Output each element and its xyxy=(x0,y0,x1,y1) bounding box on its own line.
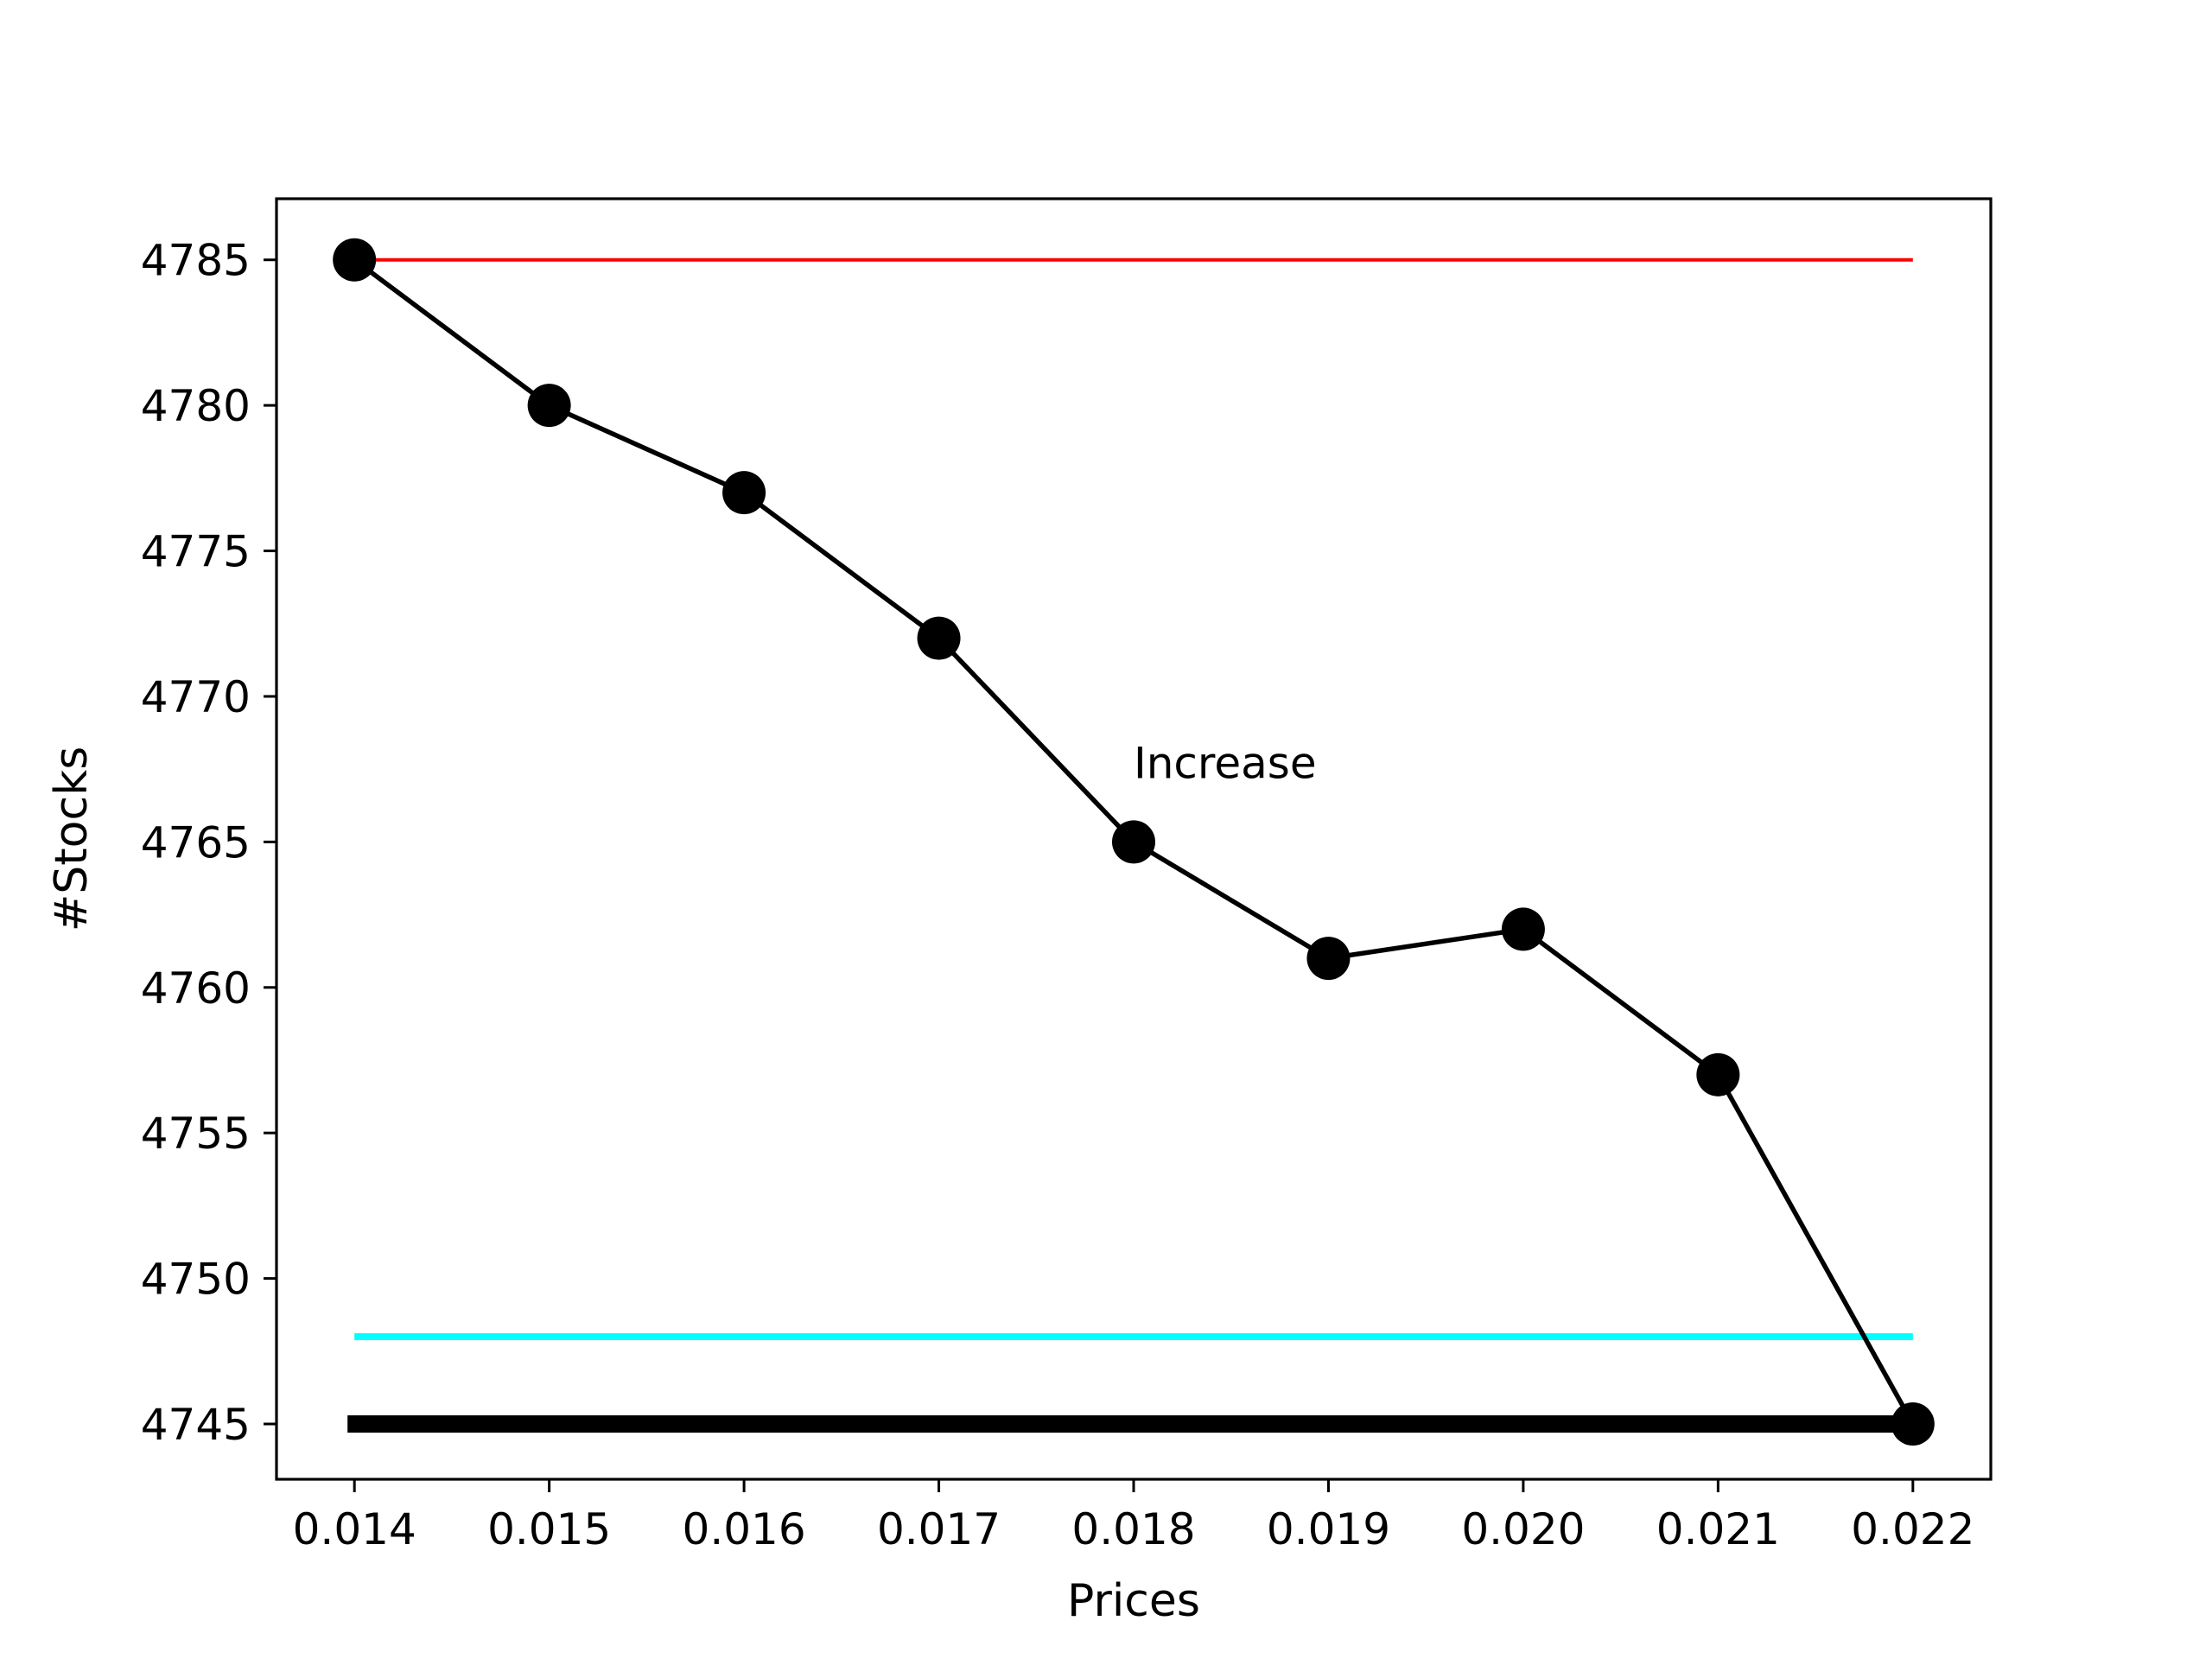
reference-lines xyxy=(347,257,1913,1433)
y-tick-label: 4770 xyxy=(141,672,251,722)
x-axis-label: Prices xyxy=(1067,1575,1200,1627)
y-tick-label: 4750 xyxy=(141,1255,251,1305)
x-tick-label: 0.016 xyxy=(683,1504,806,1554)
y-tick-label: 4745 xyxy=(141,1400,251,1450)
x-tick-label: 0.021 xyxy=(1656,1504,1780,1554)
y-tick-label: 4765 xyxy=(141,817,251,868)
y-tick-label: 4780 xyxy=(141,381,251,431)
data-point xyxy=(1501,907,1545,951)
y-axis-ticks: 4745 4750 4755 4760 4765 4770 4775 4780 4785 xyxy=(141,236,276,1450)
annotation-text: Increase xyxy=(1134,738,1317,788)
x-axis-ticks: 0.014 0.015 0.016 0.017 0.018 0.019 0.020 0.021… xyxy=(293,1479,1974,1554)
y-axis-label: #Stocks xyxy=(46,747,98,932)
data-point xyxy=(722,471,766,515)
x-tick-label: 0.020 xyxy=(1461,1504,1585,1554)
series-layer xyxy=(333,238,1935,1446)
x-tick-label: 0.015 xyxy=(487,1504,611,1554)
data-point xyxy=(917,616,961,660)
data-point xyxy=(1696,1052,1740,1096)
x-tick-label: 0.018 xyxy=(1071,1504,1195,1554)
y-tick-label: 4760 xyxy=(141,963,251,1014)
y-tick-label: 4785 xyxy=(141,236,251,286)
x-tick-label: 0.022 xyxy=(1851,1504,1974,1554)
y-tick-label: 4755 xyxy=(141,1109,251,1159)
data-point xyxy=(1112,820,1155,864)
y-tick-label: 4775 xyxy=(141,527,251,577)
x-tick-label: 0.019 xyxy=(1267,1504,1390,1554)
data-point xyxy=(1891,1402,1935,1446)
data-point xyxy=(527,384,571,428)
data-point xyxy=(1306,937,1351,981)
x-tick-label: 0.014 xyxy=(293,1504,416,1554)
x-tick-label: 0.017 xyxy=(877,1504,1001,1554)
data-point xyxy=(333,238,377,282)
annotations: Increase xyxy=(1134,738,1317,788)
